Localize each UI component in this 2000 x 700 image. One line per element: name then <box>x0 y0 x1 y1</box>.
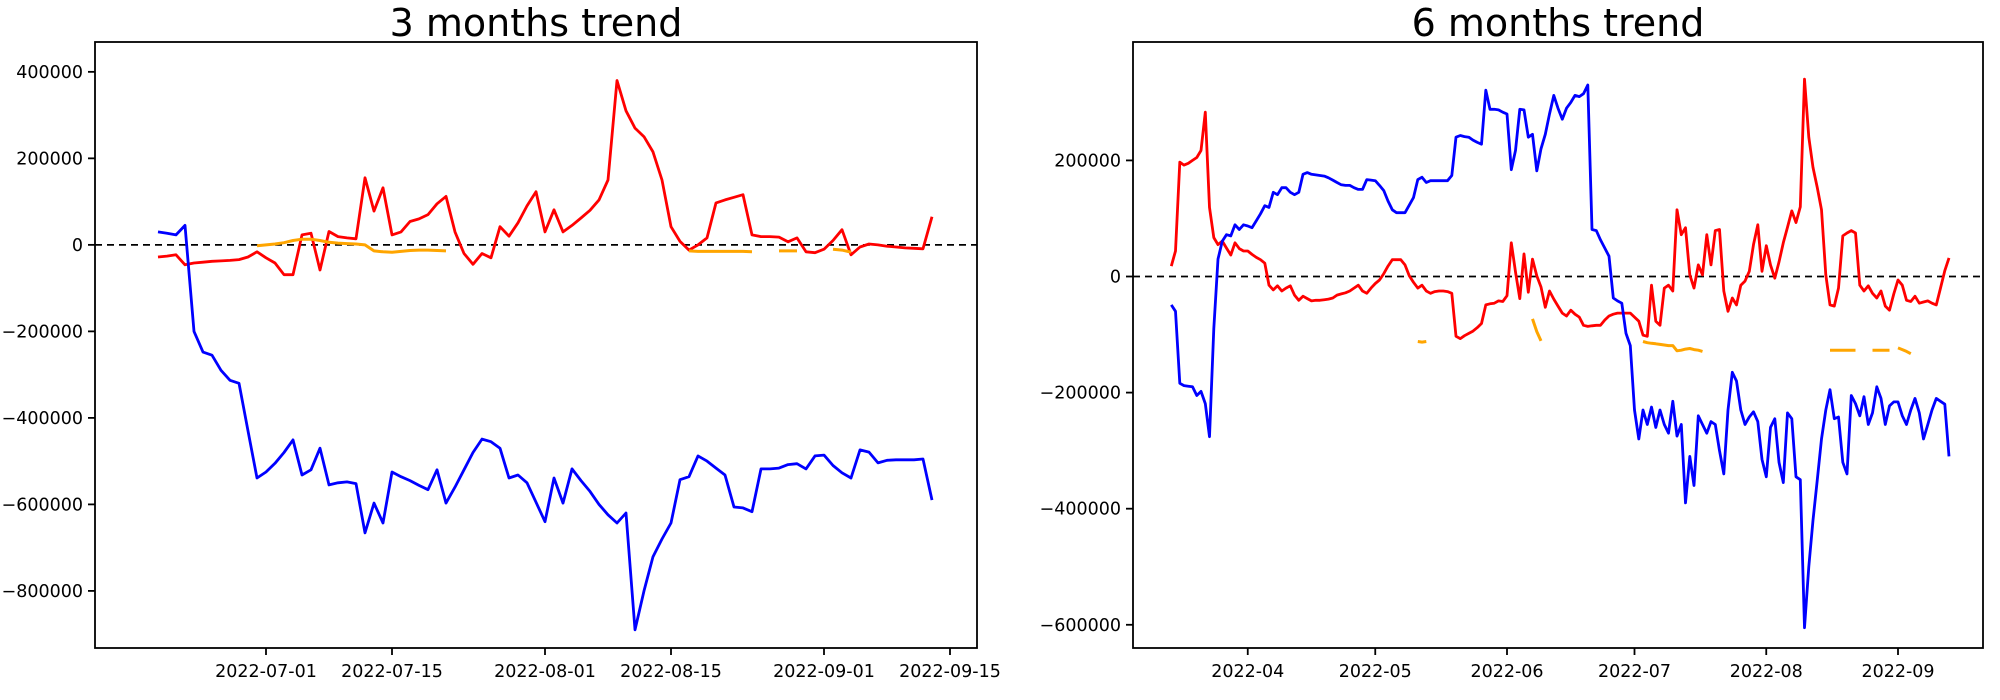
orange-line <box>1417 340 1427 344</box>
x-tick-label: 2022-09 <box>1861 662 1934 682</box>
y-tick-label: −200000 <box>2 322 83 342</box>
orange-line <box>832 247 852 254</box>
x-tick-label: 2022-08 <box>1730 662 1803 682</box>
orange-line <box>256 237 447 254</box>
x-tick-label: 2022-07-15 <box>341 662 443 682</box>
x-tick-label: 2022-07-01 <box>215 662 317 682</box>
y-tick-label: 200000 <box>16 149 83 169</box>
x-tick-label: 2022-06 <box>1470 662 1543 682</box>
plot-border <box>1132 41 1984 649</box>
left-chart-title: 3 months trend <box>389 1 683 45</box>
x-tick-label: 2022-05 <box>1339 662 1412 682</box>
y-tick-label: 400000 <box>16 63 83 83</box>
y-tick-label: −600000 <box>1040 616 1121 636</box>
red-line <box>1169 77 1951 341</box>
6-months-trend-chart: 200000 0 −200000 −400000 −600000 2022-04 2022-… <box>1040 41 1984 682</box>
red-line <box>157 79 934 277</box>
blue-line <box>1170 83 1951 630</box>
y-tick-label: −200000 <box>1040 384 1121 404</box>
right-chart-title: 6 months trend <box>1411 1 1705 45</box>
y-tick-label: 200000 <box>1054 151 1121 171</box>
x-tick-label: 2022-09-15 <box>899 662 1001 682</box>
y-tick-label: −800000 <box>2 582 83 602</box>
x-tick-label: 2022-08-01 <box>494 662 596 682</box>
x-tick-label: 2022-07 <box>1598 662 1671 682</box>
y-tick-label: −400000 <box>1040 500 1121 520</box>
3-months-trend-chart: 400000 200000 0 −200000 −400000 −600000 −80000… <box>2 41 1001 682</box>
x-tick-label: 2022-08-15 <box>620 662 722 682</box>
y-tick-label: −600000 <box>2 495 83 515</box>
orange-line <box>1642 340 1703 353</box>
orange-line <box>1897 346 1912 356</box>
plot-border <box>94 41 978 649</box>
orange-line <box>1531 318 1543 342</box>
blue-line <box>157 223 934 632</box>
x-tick-label: 2022-04 <box>1211 662 1284 682</box>
y-tick-label: −400000 <box>2 409 83 429</box>
orange-line <box>688 249 753 254</box>
y-tick-label: 0 <box>72 236 83 256</box>
x-tick-label: 2022-09-01 <box>773 662 875 682</box>
y-tick-label: 0 <box>1110 268 1121 288</box>
